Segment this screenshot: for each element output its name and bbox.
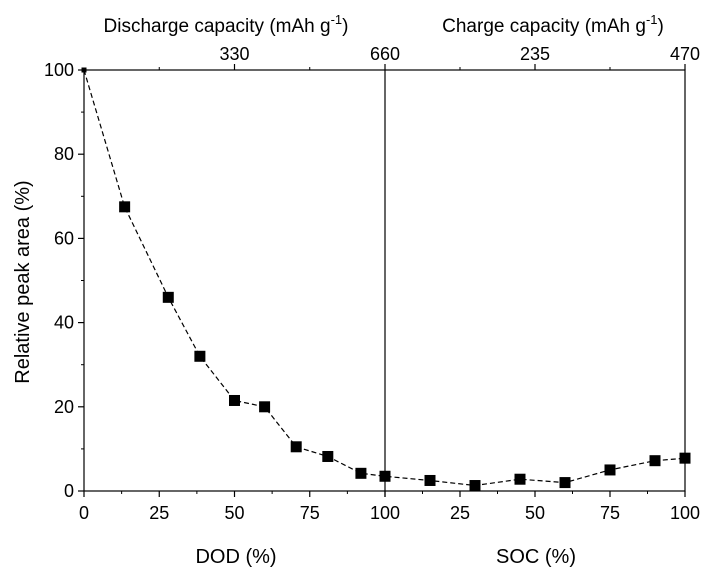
top-axis-label-discharge: Discharge capacity (mAh g-1) (104, 12, 349, 37)
y-tick-label: 100 (44, 60, 74, 80)
dod-data-marker (81, 67, 87, 73)
x-tick-label: 75 (600, 503, 620, 523)
charge-label-main: Charge capacity (mAh g (442, 16, 646, 37)
top-tick-label: 470 (670, 44, 700, 64)
x-tick-label: 50 (525, 503, 545, 523)
x-tick-label: 100 (370, 503, 400, 523)
soc-data-marker (514, 473, 526, 485)
dod-data-marker (119, 201, 131, 213)
y-tick-label: 40 (54, 313, 74, 333)
soc-data-marker (649, 455, 661, 467)
connecting-line-layer (83, 69, 686, 487)
top-tick-label: 330 (219, 44, 249, 64)
charge-label-sup: -1 (646, 12, 658, 27)
top-tick-label: 660 (370, 44, 400, 64)
soc-data-marker (559, 477, 571, 489)
y-tick-label: 60 (54, 228, 74, 248)
soc-data-marker (469, 480, 481, 492)
soc-data-marker (679, 452, 691, 464)
x-tick-label: 25 (450, 503, 470, 523)
axes-layer (78, 64, 686, 497)
y-axis-label: Relative peak area (%) (12, 180, 34, 383)
x-tick-label: 75 (300, 503, 320, 523)
dod-data-marker (259, 401, 271, 413)
dod-data-marker (162, 291, 174, 303)
top-tick-label: 235 (520, 44, 550, 64)
dod-data-marker (229, 394, 240, 406)
text-layer: Relative peak area (%) DOD (%) SOC (%) D… (12, 12, 700, 568)
x-tick-label: 0 (79, 503, 89, 523)
x-tick-label: 100 (670, 503, 700, 523)
dashed-connecting-line (83, 69, 686, 487)
discharge-label-close: ) (342, 16, 348, 37)
x-tick-label: 50 (224, 503, 244, 523)
discharge-label-main: Discharge capacity (mAh g (104, 16, 331, 37)
top-axis-label-charge: Charge capacity (mAh g-1) (442, 12, 664, 37)
soc-data-marker (604, 464, 616, 476)
y-tick-label: 20 (54, 397, 74, 417)
charge-label-close: ) (658, 16, 664, 37)
dod-data-marker (290, 441, 302, 453)
x-axis-label-soc: SOC (%) (496, 546, 576, 568)
dod-data-marker (355, 467, 367, 479)
data-markers-layer (81, 67, 691, 492)
dod-data-marker (379, 470, 391, 482)
x-axis-label-dod: DOD (%) (195, 546, 276, 568)
dod-data-marker (322, 450, 334, 462)
discharge-label-sup: -1 (331, 12, 343, 27)
y-tick-label: 80 (54, 144, 74, 164)
soc-data-marker (424, 474, 436, 486)
x-tick-label: 25 (149, 503, 169, 523)
y-tick-label: 0 (64, 481, 74, 501)
dod-data-marker (194, 350, 206, 362)
